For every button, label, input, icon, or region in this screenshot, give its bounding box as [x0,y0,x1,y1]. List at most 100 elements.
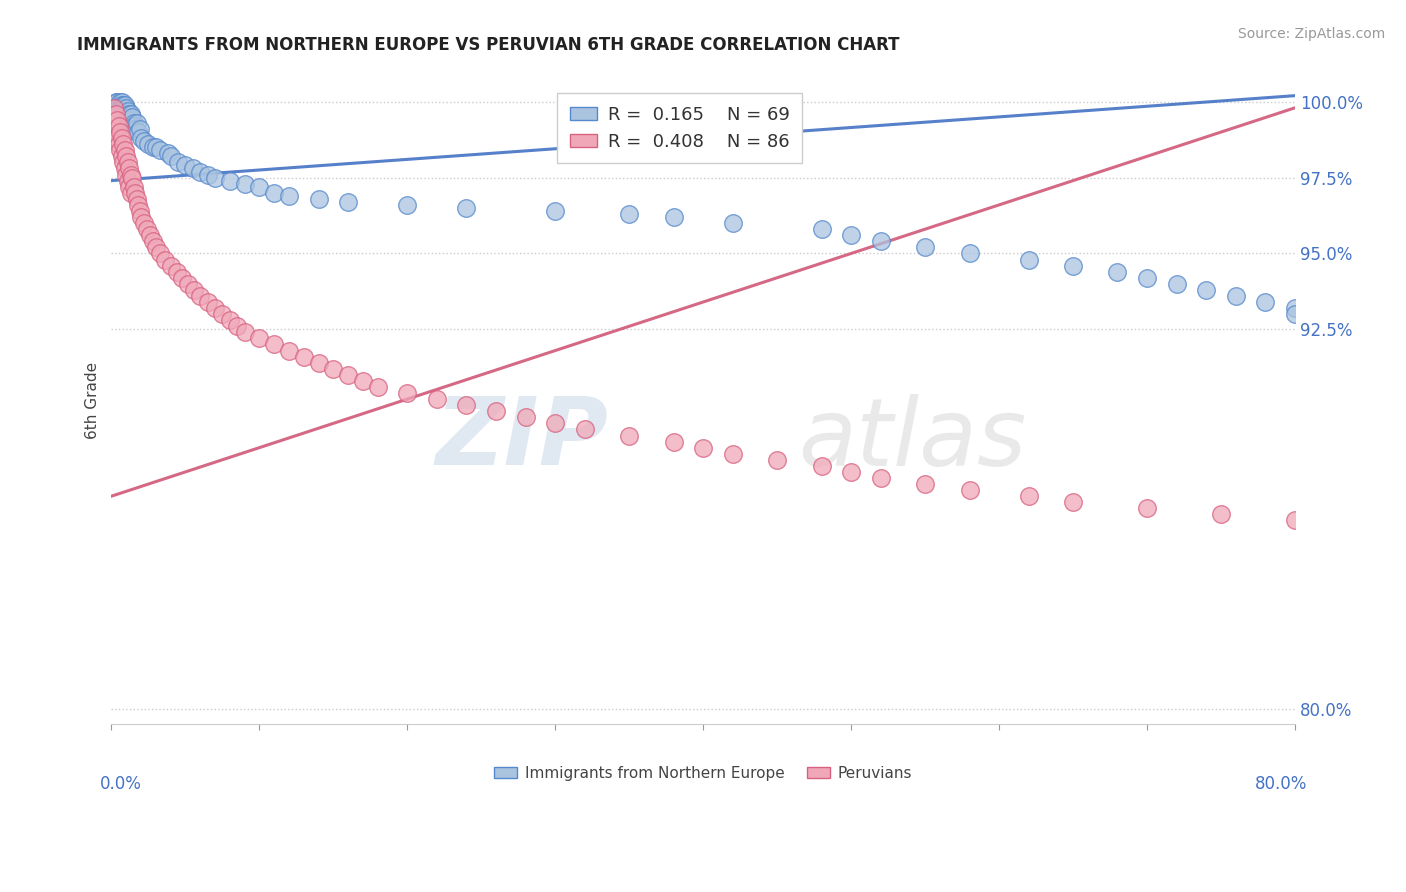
Point [166,265,188,279]
Point [396,198,419,212]
Point [145,240,167,254]
Point [1136,501,1159,516]
Point [105,112,128,127]
Point [1166,277,1188,291]
Point [177,277,200,291]
Point [322,361,344,376]
Point [108,119,131,133]
Point [167,155,190,169]
Point [135,222,157,236]
Point [574,422,596,436]
Point [111,149,134,163]
Point [1284,301,1306,315]
Point [1284,307,1306,321]
Point [1195,283,1218,297]
Point [619,207,641,221]
Point [124,186,146,200]
Point [1313,313,1336,327]
Point [721,447,744,461]
Point [204,301,226,315]
Text: 0.0%: 0.0% [100,775,142,794]
Point [127,198,149,212]
Point [839,228,862,243]
Legend: Immigrants from Northern Europe, Peruvians: Immigrants from Northern Europe, Peruvia… [488,760,918,788]
Point [692,441,714,455]
Point [396,386,419,401]
Text: atlas: atlas [797,394,1026,485]
Point [129,131,152,145]
Point [142,235,165,249]
Point [1313,519,1336,533]
Point [125,116,148,130]
Point [132,134,155,148]
Point [127,125,149,139]
Point [1062,259,1084,273]
Point [110,125,132,139]
Point [959,246,981,260]
Point [104,95,127,109]
Point [308,192,330,206]
Point [839,465,862,479]
Point [120,186,142,200]
Point [111,97,134,112]
Point [115,101,138,115]
Point [218,313,240,327]
Point [112,101,135,115]
Point [121,110,143,124]
Point [308,356,330,370]
Point [118,107,141,121]
Point [1107,265,1129,279]
Point [544,417,567,431]
Point [869,471,891,485]
Point [1062,495,1084,509]
Point [197,168,219,182]
Point [174,158,197,172]
Text: IMMIGRANTS FROM NORTHERN EUROPE VS PERUVIAN 6TH GRADE CORRELATION CHART: IMMIGRANTS FROM NORTHERN EUROPE VS PERUV… [77,36,900,54]
Point [1225,289,1247,303]
Point [117,103,139,118]
Point [114,103,136,118]
Point [515,410,537,425]
Point [211,307,233,321]
Point [118,161,141,176]
Point [110,95,132,109]
Point [367,380,389,394]
Point [104,107,127,121]
Point [103,101,125,115]
Point [153,252,176,267]
Point [122,179,145,194]
Point [111,95,134,109]
Point [114,143,136,157]
Point [204,170,226,185]
Point [122,119,145,133]
Point [114,97,136,112]
Point [619,428,641,442]
Point [914,477,936,491]
Point [149,143,172,157]
Point [132,216,155,230]
Point [115,168,138,182]
Point [128,203,150,218]
Point [112,155,135,169]
Point [108,137,131,152]
Point [172,270,194,285]
Point [114,161,136,176]
Point [810,458,832,473]
Point [117,173,139,187]
Point [226,319,249,334]
Point [263,337,285,351]
Point [352,374,374,388]
Point [142,140,165,154]
Point [115,107,138,121]
Point [914,240,936,254]
Text: Source: ZipAtlas.com: Source: ZipAtlas.com [1237,27,1385,41]
Point [108,97,131,112]
Point [247,179,270,194]
Point [218,173,240,187]
Point [188,289,211,303]
Point [247,331,270,345]
Point [1136,270,1159,285]
Point [337,368,360,382]
Point [159,149,181,163]
Point [105,95,128,109]
